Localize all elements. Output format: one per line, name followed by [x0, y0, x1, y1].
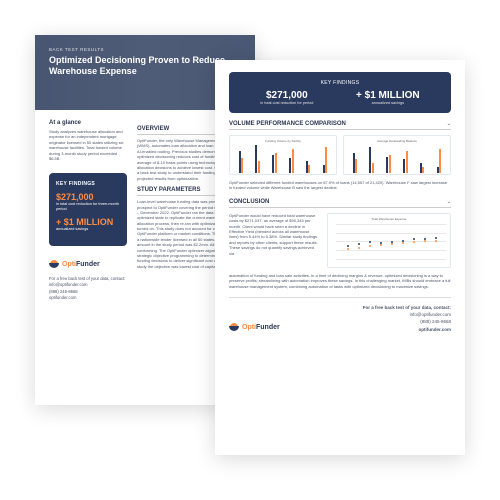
- conclusion-text-bottom: automation of funding and loan sale acti…: [229, 273, 451, 289]
- chart-funding-volume: Funding Volume by Facility: [229, 135, 337, 175]
- volume-text: OptiFunder selected different funded war…: [229, 180, 451, 191]
- footer-site: optifunder.com: [363, 326, 451, 333]
- kf-value-1: $271,000: [56, 192, 120, 202]
- footer: OptiFunder For a free back test of your …: [229, 297, 451, 333]
- kf2-value-2: + $1 MILLION: [356, 90, 420, 101]
- conclusion-text-left: OptiFunder would have reduced total ware…: [229, 213, 319, 256]
- contact-block: For a free back test of your data, conta…: [49, 276, 127, 301]
- front-page: KEY FINDINGS $271,000in total cost reduc…: [215, 60, 465, 455]
- chart-avg-balance: Average Outstanding Balance: [343, 135, 451, 175]
- kf-sub-1: in total cost reduction for three-month …: [56, 202, 120, 211]
- logo: OptiFunder: [229, 323, 363, 333]
- logo-icon: [229, 323, 239, 333]
- kf-sub-2: annualized savings: [56, 227, 120, 232]
- volume-heading: VOLUME PERFORMANCE COMPARISON: [229, 121, 346, 127]
- conclusion-heading: CONCLUSION: [229, 199, 269, 205]
- kf2-sub-1: in total cost reduction for period: [260, 101, 313, 105]
- kf2-value-1: $271,000: [260, 90, 313, 101]
- footer-email: info@optifunder.com: [363, 311, 451, 318]
- glance-text: Study analyzes warehouse allocation and …: [49, 129, 127, 161]
- conclusion-section: CONCLUSION ⌄ OptiFunder would have reduce…: [229, 199, 451, 289]
- kf-title: KEY FINDINGS: [56, 181, 120, 187]
- kf-bar-title: KEY FINDINGS: [239, 80, 441, 86]
- chevron-down-icon: ⌄: [447, 199, 451, 205]
- chevron-down-icon: ⌄: [447, 121, 451, 127]
- doc-tag: BACK TEST RESULTS: [49, 47, 241, 52]
- kf-value-2: + $1 MILLION: [56, 217, 120, 227]
- key-findings-bar: KEY FINDINGS $271,000in total cost reduc…: [229, 72, 451, 113]
- glance-heading: At a glance: [49, 120, 127, 126]
- footer-contact-heading: For a free back test of your data, conta…: [363, 304, 451, 311]
- logo: OptiFunder: [49, 260, 127, 270]
- footer-phone: (888) 245-8668: [363, 318, 451, 325]
- doc-title: Optimized Decisioning Proven to Reduce W…: [49, 55, 241, 78]
- logo-icon: [49, 260, 59, 270]
- chart-total-expense: Total Warehouse Expense: [327, 213, 451, 268]
- kf2-sub-2: annualized savings: [356, 101, 420, 105]
- volume-section: VOLUME PERFORMANCE COMPARISON ⌄ Funding V…: [229, 121, 451, 191]
- key-findings-box: KEY FINDINGS $271,000 in total cost redu…: [49, 173, 127, 246]
